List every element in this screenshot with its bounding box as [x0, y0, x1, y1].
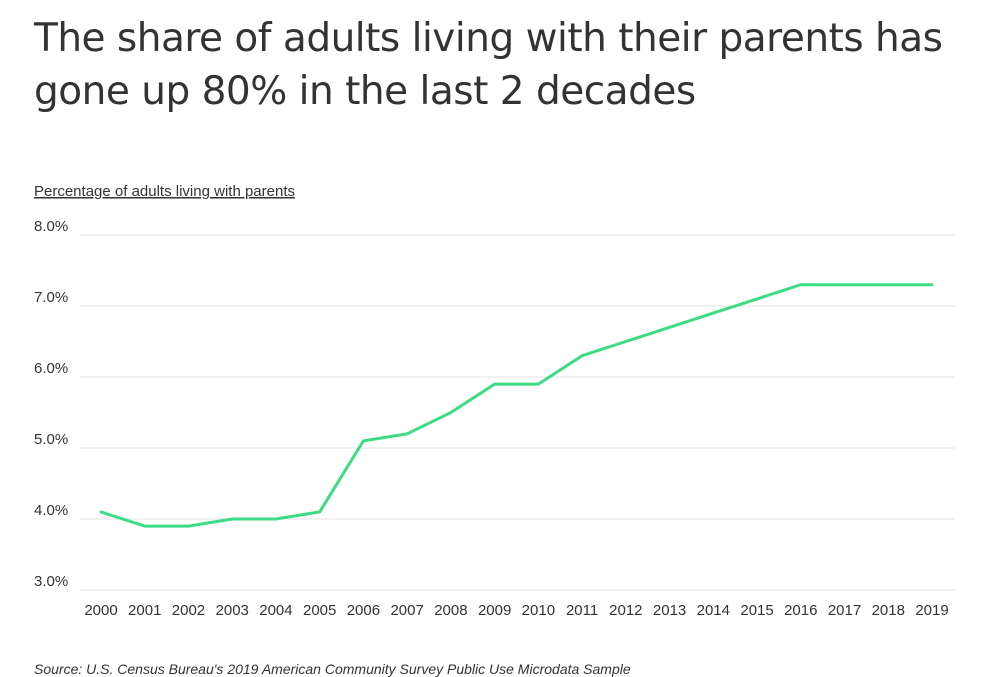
chart-title: The share of adults living with their pa…	[34, 16, 943, 114]
x-tick-label: 2001	[128, 602, 161, 619]
x-tick-label: 2003	[216, 602, 249, 619]
x-tick-label: 2005	[303, 602, 336, 619]
x-axis-ticks: 2000 2001 2002 2003 2004 2005 2006 2007 2008 2009…	[84, 602, 948, 619]
x-tick-label: 2010	[522, 602, 555, 619]
x-tick-label: 2012	[609, 602, 642, 619]
x-tick-label: 2016	[784, 602, 817, 619]
x-tick-label: 2013	[653, 602, 686, 619]
x-tick-label: 2009	[478, 602, 511, 619]
gridlines	[80, 234, 955, 591]
x-tick-label: 2017	[828, 602, 861, 619]
y-tick-label: 6.0%	[34, 360, 68, 377]
x-tick-label: 2014	[697, 602, 730, 619]
y-axis-ticks: 8.0% 7.0% 6.0% 5.0% 4.0% 3.0%	[34, 218, 68, 590]
series-line	[99, 283, 934, 528]
x-tick-label: 2018	[872, 602, 905, 619]
line-chart: Percentage of adults living with parents…	[34, 183, 955, 619]
x-tick-label: 2006	[347, 602, 380, 619]
x-tick-label: 2015	[740, 602, 773, 619]
y-tick-label: 5.0%	[34, 431, 68, 448]
source-note: Source: U.S. Census Bureau's 2019 Americ…	[34, 661, 631, 677]
x-tick-label: 2000	[84, 602, 117, 619]
x-tick-label: 2011	[566, 602, 598, 619]
y-tick-label: 7.0%	[34, 289, 68, 306]
y-tick-label: 3.0%	[34, 573, 68, 590]
x-tick-label: 2019	[915, 602, 948, 619]
x-tick-label: 2004	[259, 602, 292, 619]
y-tick-label: 4.0%	[34, 502, 68, 519]
x-tick-label: 2002	[172, 602, 205, 619]
y-tick-label: 8.0%	[34, 218, 68, 235]
x-tick-label: 2007	[390, 602, 423, 619]
x-tick-label: 2008	[434, 602, 467, 619]
y-axis-label: Percentage of adults living with parents	[34, 183, 295, 200]
